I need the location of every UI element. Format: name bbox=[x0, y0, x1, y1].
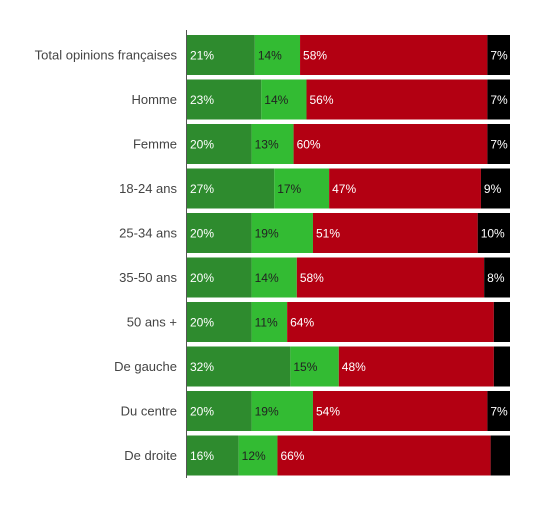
bar-segment bbox=[187, 257, 252, 298]
data-label: 7% bbox=[490, 49, 508, 63]
data-label: 56% bbox=[310, 93, 334, 107]
category-label: Du centre bbox=[121, 404, 177, 419]
data-label: 14% bbox=[258, 49, 282, 63]
bar-segment bbox=[293, 124, 488, 164]
data-label: 16% bbox=[190, 449, 214, 463]
data-label: 13% bbox=[255, 138, 279, 152]
data-label: 7% bbox=[490, 405, 508, 419]
bar-segment bbox=[187, 124, 252, 164]
category-label: Total opinions françaises bbox=[35, 48, 178, 63]
bar-segment bbox=[274, 168, 330, 209]
bar-segment bbox=[329, 168, 481, 209]
bar-segment bbox=[238, 435, 278, 476]
bar-segment bbox=[490, 435, 510, 476]
bar-segment bbox=[277, 435, 491, 476]
data-label: 15% bbox=[293, 360, 317, 374]
bar-segment bbox=[493, 346, 510, 387]
bar-segment bbox=[261, 79, 307, 120]
bar-segment bbox=[312, 391, 488, 431]
bar-segment bbox=[287, 302, 494, 342]
bar-segment bbox=[477, 213, 510, 253]
bar-segment bbox=[484, 257, 510, 298]
bar-segment bbox=[187, 79, 262, 120]
bar-segment bbox=[187, 391, 252, 431]
bar-segment bbox=[487, 124, 510, 164]
data-label: 7% bbox=[490, 138, 508, 152]
data-label: 58% bbox=[303, 49, 327, 63]
bar-segment bbox=[290, 346, 339, 387]
bar-segment bbox=[306, 79, 488, 120]
data-label: 20% bbox=[190, 316, 214, 330]
data-label: 20% bbox=[190, 405, 214, 419]
bar-segment bbox=[312, 213, 478, 253]
data-label: 51% bbox=[316, 227, 340, 241]
category-label: 35-50 ans bbox=[119, 270, 177, 285]
data-label: 14% bbox=[255, 271, 279, 285]
data-label: 19% bbox=[255, 227, 279, 241]
bar-segment bbox=[487, 391, 510, 431]
bar-segment bbox=[480, 168, 510, 209]
bar-segment bbox=[251, 257, 297, 298]
data-label: 54% bbox=[316, 405, 340, 419]
data-label: 20% bbox=[190, 227, 214, 241]
data-label: 12% bbox=[242, 449, 266, 463]
data-label: 20% bbox=[190, 138, 214, 152]
data-label: 20% bbox=[190, 271, 214, 285]
category-label: 50 ans + bbox=[127, 315, 177, 330]
data-label: 8% bbox=[487, 271, 505, 285]
category-label: 25-34 ans bbox=[119, 226, 177, 241]
data-label: 58% bbox=[300, 271, 324, 285]
bar-segment bbox=[187, 435, 239, 476]
bar-segment bbox=[251, 302, 288, 342]
bar-segment bbox=[187, 213, 252, 253]
category-label: De gauche bbox=[114, 359, 177, 374]
data-label: 60% bbox=[297, 138, 321, 152]
bar-segment bbox=[487, 79, 510, 120]
bar-segment bbox=[251, 391, 313, 431]
data-label: 14% bbox=[264, 93, 288, 107]
bar-segment bbox=[493, 302, 510, 342]
bar-segment bbox=[187, 35, 255, 75]
data-label: 64% bbox=[290, 316, 314, 330]
bar-segment bbox=[296, 257, 485, 298]
data-label: 27% bbox=[190, 182, 214, 196]
bar-segment bbox=[187, 346, 291, 387]
data-label: 21% bbox=[190, 49, 214, 63]
bar-segment bbox=[251, 213, 313, 253]
data-label: 7% bbox=[490, 93, 508, 107]
category-label: Femme bbox=[133, 137, 177, 152]
bar-segment bbox=[187, 302, 252, 342]
bar-segment bbox=[187, 168, 275, 209]
bar-segment bbox=[300, 35, 488, 75]
bar-segment bbox=[251, 124, 294, 164]
data-label: 23% bbox=[190, 93, 214, 107]
bar-segment bbox=[487, 35, 510, 75]
data-label: 47% bbox=[332, 182, 356, 196]
bar-segment bbox=[254, 35, 301, 75]
data-label: 19% bbox=[255, 405, 279, 419]
data-label: 48% bbox=[342, 360, 366, 374]
data-label: 9% bbox=[484, 182, 502, 196]
data-label: 10% bbox=[481, 227, 505, 241]
data-label: 66% bbox=[280, 449, 304, 463]
bar-segment bbox=[338, 346, 494, 387]
category-label: 18-24 ans bbox=[119, 181, 177, 196]
data-label: 32% bbox=[190, 360, 214, 374]
category-label: Homme bbox=[131, 92, 177, 107]
data-label: 11% bbox=[255, 316, 278, 330]
category-label: De droite bbox=[124, 448, 177, 463]
data-label: 17% bbox=[277, 182, 301, 196]
